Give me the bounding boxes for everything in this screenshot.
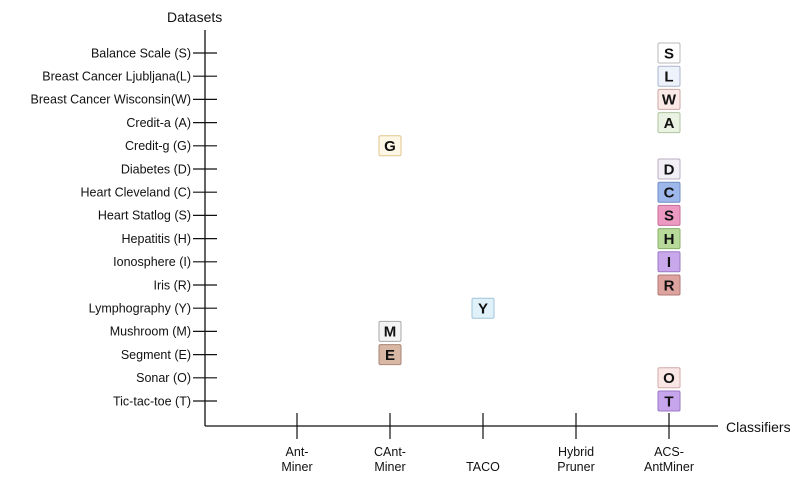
- data-point: S: [657, 42, 681, 64]
- data-point-box: [657, 112, 681, 134]
- y-tick-label: Tic-tac-toe (T): [113, 394, 191, 408]
- data-point: A: [657, 112, 681, 134]
- data-point-box: [657, 274, 681, 296]
- y-axis-title: Datasets: [167, 9, 222, 25]
- y-tick-label: Sonar (O): [136, 371, 191, 385]
- x-axis-ticks: Ant-Miner CAnt-Miner TACO Hybrid Pruner ACS-A…: [281, 413, 694, 474]
- y-tick-label: Heart Statlog (S): [98, 209, 191, 223]
- data-point-box: [657, 65, 681, 87]
- data-point-label: G: [384, 138, 396, 155]
- data-point-box: [378, 135, 402, 157]
- data-point-box: [657, 390, 681, 412]
- data-point: H: [657, 228, 681, 250]
- y-tick-label: Breast Cancer Ljubljana(L): [42, 70, 191, 84]
- data-point-box: [657, 181, 681, 203]
- data-point: Y: [471, 297, 495, 319]
- data-point-label: D: [664, 161, 675, 178]
- y-tick-label: Balance Scale (S): [91, 46, 191, 60]
- data-point: I: [657, 251, 681, 273]
- data-point-label: M: [384, 324, 397, 341]
- data-point-label: S: [664, 45, 674, 62]
- x-tick-label: Hybrid Pruner: [557, 445, 595, 474]
- data-point: O: [657, 367, 681, 389]
- data-point: R: [657, 274, 681, 296]
- data-point-label: Y: [478, 301, 488, 318]
- data-point: L: [657, 65, 681, 87]
- data-point-label: T: [664, 393, 673, 410]
- data-point-box: [657, 204, 681, 226]
- data-point: M: [378, 320, 402, 342]
- y-tick-label: Mushroom (M): [110, 325, 191, 339]
- data-point-label: S: [664, 208, 674, 225]
- data-point-label: H: [664, 231, 675, 248]
- x-tick-label: Ant-Miner: [281, 445, 312, 474]
- data-point-label: W: [662, 92, 677, 109]
- data-point: D: [657, 158, 681, 180]
- x-tick-label: CAnt-Miner: [374, 445, 406, 474]
- data-point-box: [471, 297, 495, 319]
- data-point-box: [657, 42, 681, 64]
- data-point: W: [657, 88, 681, 110]
- data-point-label: R: [664, 277, 675, 294]
- data-point-label: L: [664, 69, 673, 86]
- y-tick-label: Segment (E): [121, 348, 191, 362]
- data-point-box: [378, 344, 402, 366]
- x-tick-label: TACO: [466, 460, 500, 474]
- y-tick-label: Iris (R): [154, 278, 192, 292]
- y-tick-label: Lymphography (Y): [89, 302, 191, 316]
- x-tick-label: ACS-AntMiner: [644, 445, 694, 474]
- x-axis-title: Classifiers: [726, 419, 791, 435]
- y-tick-label: Breast Cancer Wisconsin(W): [31, 93, 191, 107]
- data-point-box: [657, 251, 681, 273]
- data-point: T: [657, 390, 681, 412]
- data-point-box: [657, 158, 681, 180]
- data-point-box: [657, 367, 681, 389]
- data-point-label: A: [664, 115, 675, 132]
- data-point-label: C: [664, 185, 675, 202]
- data-point: S: [657, 204, 681, 226]
- data-point: E: [378, 344, 402, 366]
- y-tick-label: Ionosphere (I): [113, 255, 191, 269]
- data-point: G: [378, 135, 402, 157]
- data-point-box: [657, 228, 681, 250]
- data-point: C: [657, 181, 681, 203]
- data-point-label: O: [663, 370, 675, 387]
- y-tick-label: Credit-a (A): [126, 116, 191, 130]
- data-point-box: [657, 88, 681, 110]
- y-tick-label: Hepatitis (H): [122, 232, 191, 246]
- y-tick-label: Credit-g (G): [125, 139, 191, 153]
- y-tick-label: Heart Cleveland (C): [81, 186, 191, 200]
- data-point-label: E: [385, 347, 395, 364]
- data-point-label: I: [667, 254, 671, 271]
- data-point-box: [378, 320, 402, 342]
- y-axis-ticks: Balance Scale (S) Breast Cancer Ljubljana…: [31, 46, 217, 408]
- y-tick-label: Diabetes (D): [121, 162, 191, 176]
